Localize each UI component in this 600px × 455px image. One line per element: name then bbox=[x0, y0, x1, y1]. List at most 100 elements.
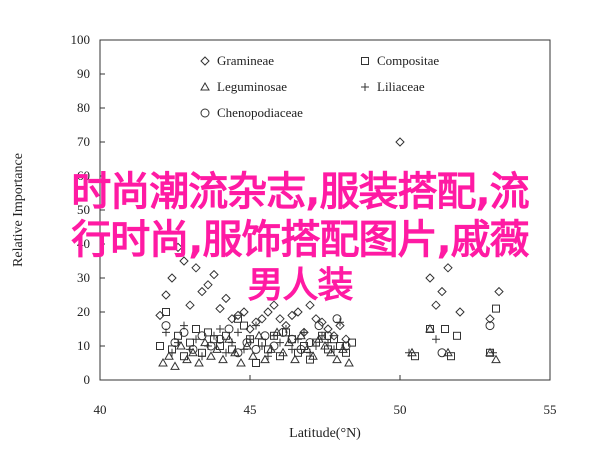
chenopodiaceae-point bbox=[242, 338, 252, 348]
gramineae-point bbox=[161, 290, 171, 300]
gramineae-point bbox=[233, 310, 243, 321]
series-chenopodiaceae bbox=[161, 314, 495, 358]
chenopodiaceae-point bbox=[188, 344, 198, 354]
liliaceae-point bbox=[405, 348, 413, 357]
compositae-point bbox=[156, 342, 164, 350]
chenopodiaceae-point bbox=[233, 348, 243, 358]
legend-label-chenopodiaceae: Chenopodiaceae bbox=[217, 105, 303, 120]
y-tick-label: 60 bbox=[77, 168, 90, 183]
series-gramineae bbox=[155, 137, 504, 344]
y-axis-label: Relative Importance bbox=[11, 153, 26, 267]
legend-label-liliaceae: Liliaceae bbox=[377, 79, 425, 94]
legend-marker-leguminosae bbox=[200, 81, 210, 91]
compositae-point bbox=[252, 359, 260, 367]
gramineae-point bbox=[269, 300, 279, 310]
chenopodiaceae-point bbox=[485, 321, 495, 331]
leguminosae-point bbox=[212, 344, 222, 353]
compositae-point bbox=[192, 325, 200, 333]
liliaceae-point bbox=[258, 342, 266, 350]
legend-label-gramineae: Gramineae bbox=[217, 53, 274, 68]
gramineae-point bbox=[335, 320, 345, 331]
chenopodiaceae-point bbox=[269, 341, 279, 351]
y-tick-label: 20 bbox=[77, 304, 90, 319]
leguminosae-point bbox=[164, 351, 174, 360]
compositae-point bbox=[492, 304, 500, 313]
liliaceae-point bbox=[168, 348, 176, 357]
leguminosae-point bbox=[266, 344, 276, 353]
legend-marker-chenopodiaceae bbox=[200, 108, 210, 118]
gramineae-point bbox=[191, 263, 201, 273]
liliaceae-point bbox=[198, 352, 206, 361]
chenopodiaceae-point bbox=[314, 321, 324, 331]
chenopodiaceae-point bbox=[224, 324, 234, 334]
liliaceae-point bbox=[330, 345, 338, 354]
gramineae-point bbox=[203, 280, 213, 290]
overlay-line-1: 时尚潮流杂志,服装搭配,流 bbox=[71, 169, 529, 215]
compositae-point bbox=[453, 331, 461, 340]
liliaceae-point bbox=[336, 318, 344, 327]
liliaceae-point bbox=[234, 328, 242, 337]
liliaceae-point bbox=[489, 348, 497, 357]
leguminosae-point bbox=[326, 347, 336, 357]
legend-label-leguminosae: Leguminosae bbox=[217, 79, 287, 94]
y-tick-label: 30 bbox=[77, 270, 90, 285]
y-tick-label: 90 bbox=[77, 66, 90, 81]
gramineae-point bbox=[167, 273, 177, 283]
leguminosae-point bbox=[182, 354, 192, 364]
gramineae-point bbox=[395, 137, 405, 147]
gramineae-point bbox=[197, 286, 207, 297]
leguminosae-point bbox=[218, 354, 228, 364]
liliaceae-point bbox=[210, 331, 218, 340]
liliaceae-point bbox=[432, 335, 440, 344]
chenopodiaceae-point bbox=[161, 321, 171, 331]
liliaceae-point bbox=[276, 338, 284, 347]
gramineae-point bbox=[173, 242, 183, 253]
gramineae-point bbox=[317, 317, 327, 327]
leguminosae-point bbox=[314, 334, 324, 343]
liliaceae-point bbox=[306, 348, 314, 357]
gramineae-point bbox=[275, 314, 285, 324]
leguminosae-point bbox=[425, 323, 435, 333]
gramineae-point bbox=[287, 310, 297, 321]
liliaceae-point bbox=[240, 345, 248, 354]
y-tick-label: 70 bbox=[77, 134, 90, 149]
chenopodiaceae-point bbox=[341, 341, 351, 351]
x-axis-label: Latitude(°N) bbox=[289, 426, 361, 441]
gramineae-point bbox=[425, 273, 435, 283]
gramineae-point bbox=[257, 314, 267, 324]
gramineae-point bbox=[305, 300, 315, 310]
chenopodiaceae-point bbox=[437, 348, 447, 358]
x-axis-ticks: 40 45 50 55 bbox=[94, 375, 557, 417]
liliaceae-point bbox=[252, 321, 260, 330]
leguminosae-point bbox=[176, 340, 186, 350]
chenopodiaceae-point bbox=[305, 338, 315, 348]
liliaceae-point bbox=[312, 342, 320, 350]
leguminosae-point bbox=[260, 354, 270, 364]
gramineae-point bbox=[437, 286, 447, 297]
compositae-point bbox=[441, 325, 449, 333]
gramineae-point bbox=[443, 263, 453, 273]
gramineae-point bbox=[185, 300, 195, 310]
gramineae-point bbox=[263, 307, 273, 317]
gramineae-point bbox=[485, 314, 495, 324]
leguminosae-point bbox=[158, 357, 168, 367]
liliaceae-point bbox=[216, 325, 224, 333]
series-liliaceae bbox=[162, 318, 497, 361]
chenopodiaceae-point bbox=[206, 341, 216, 351]
gramineae-point bbox=[323, 324, 333, 334]
liliaceae-point bbox=[192, 335, 200, 344]
chenopodiaceae-point bbox=[215, 334, 225, 344]
x-tick-label: 55 bbox=[544, 402, 557, 417]
watermark-overlay-text: 时尚潮流杂志,服装搭配,流 行时尚,服饰搭配图片,戚薇 男人装 bbox=[20, 168, 580, 308]
chenopodiaceae-point bbox=[278, 327, 288, 337]
leguminosae-point bbox=[290, 354, 300, 364]
leguminosae-point bbox=[338, 344, 348, 353]
gramineae-point bbox=[431, 300, 441, 310]
gramineae-point bbox=[293, 307, 303, 317]
chenopodiaceae-point bbox=[323, 331, 333, 341]
overlay-line-3: 男人装 bbox=[247, 265, 353, 306]
leguminosae-point bbox=[188, 347, 198, 357]
leguminosae-point bbox=[206, 351, 216, 360]
